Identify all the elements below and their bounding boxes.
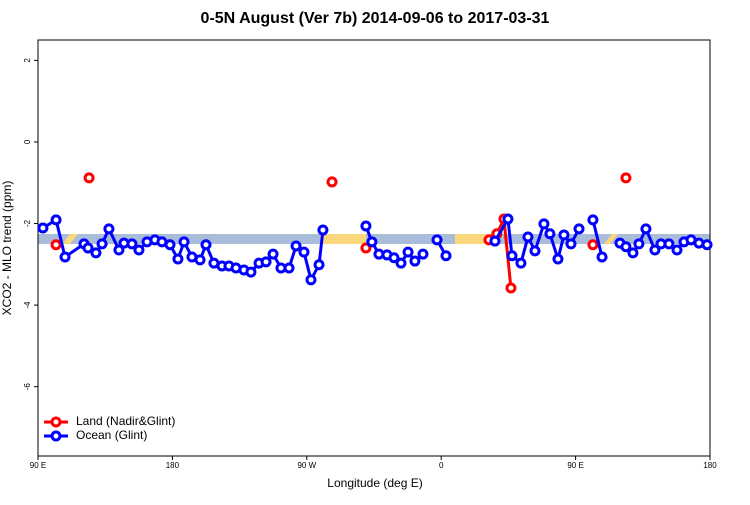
data-point — [59, 251, 71, 263]
data-point — [360, 220, 372, 232]
y-tick-label: -4 — [23, 301, 32, 309]
data-point — [194, 254, 206, 266]
data-point — [489, 235, 501, 247]
y-tick-label: -6 — [23, 383, 32, 391]
y-tick-label: 0 — [23, 139, 32, 144]
data-point — [366, 236, 378, 248]
data-point — [505, 282, 517, 294]
legend-label: Ocean (Glint) — [76, 428, 147, 442]
legend-label: Land (Nadir&Glint) — [76, 414, 175, 428]
x-tick-label: 90 E — [567, 461, 583, 470]
data-point — [290, 240, 302, 252]
data-point — [133, 244, 145, 256]
data-point — [245, 266, 257, 278]
data-point — [326, 176, 338, 188]
data-point — [431, 234, 443, 246]
data-point — [90, 247, 102, 259]
data-point — [37, 222, 49, 234]
data-point — [283, 262, 295, 274]
data-point — [620, 241, 632, 253]
data-point — [50, 239, 62, 251]
data-point — [317, 224, 329, 236]
data-point — [82, 242, 94, 254]
x-tick-label: 90 W — [297, 461, 316, 470]
data-point — [640, 223, 652, 235]
data-point — [200, 239, 212, 251]
data-point — [440, 250, 452, 262]
data-point — [164, 239, 176, 251]
data-point — [126, 238, 138, 250]
data-point — [409, 255, 421, 267]
y-tick-label: 2 — [23, 58, 32, 63]
data-point — [701, 239, 713, 251]
data-point — [558, 229, 570, 241]
data-point — [663, 238, 675, 250]
data-point — [522, 231, 534, 243]
data-point — [260, 256, 272, 268]
data-point — [552, 253, 564, 265]
data-point — [395, 257, 407, 269]
data-point — [633, 238, 645, 250]
data-point — [515, 257, 527, 269]
data-point — [671, 244, 683, 256]
x-tick-label: 0 — [439, 461, 444, 470]
x-axis-label: Longitude (deg E) — [327, 476, 422, 490]
y-tick-label: -2 — [23, 219, 32, 227]
data-point — [83, 172, 95, 184]
data-point — [267, 248, 279, 260]
data-point — [417, 248, 429, 260]
data-point — [649, 244, 661, 256]
data-point — [627, 247, 639, 259]
data-point — [103, 223, 115, 235]
data-point — [50, 214, 62, 226]
data-point — [544, 228, 556, 240]
data-point — [298, 246, 310, 258]
legend-marker — [50, 430, 62, 442]
data-point — [305, 274, 317, 286]
data-point — [502, 213, 514, 225]
data-point — [388, 252, 400, 264]
data-point — [596, 251, 608, 263]
x-tick-label: 90 E — [30, 461, 46, 470]
chart-title: 0-5N August (Ver 7b) 2014-09-06 to 2017-… — [201, 10, 550, 27]
legend-marker — [50, 416, 62, 428]
data-point — [96, 238, 108, 250]
data-point — [402, 246, 414, 258]
data-point — [573, 223, 585, 235]
data-point — [360, 242, 372, 254]
y-axis-label: XCO2 - MLO trend (ppm) — [0, 181, 14, 316]
data-point — [506, 250, 518, 262]
background-band — [38, 234, 710, 244]
data-point — [538, 218, 550, 230]
data-point — [620, 172, 632, 184]
data-point — [529, 245, 541, 257]
x-tick-label: 180 — [703, 461, 717, 470]
x-tick-label: 180 — [166, 461, 180, 470]
data-point — [172, 253, 184, 265]
data-point — [587, 214, 599, 226]
data-point — [587, 239, 599, 251]
data-point — [178, 236, 190, 248]
data-point — [113, 244, 125, 256]
data-point — [565, 238, 577, 250]
data-point — [313, 259, 325, 271]
